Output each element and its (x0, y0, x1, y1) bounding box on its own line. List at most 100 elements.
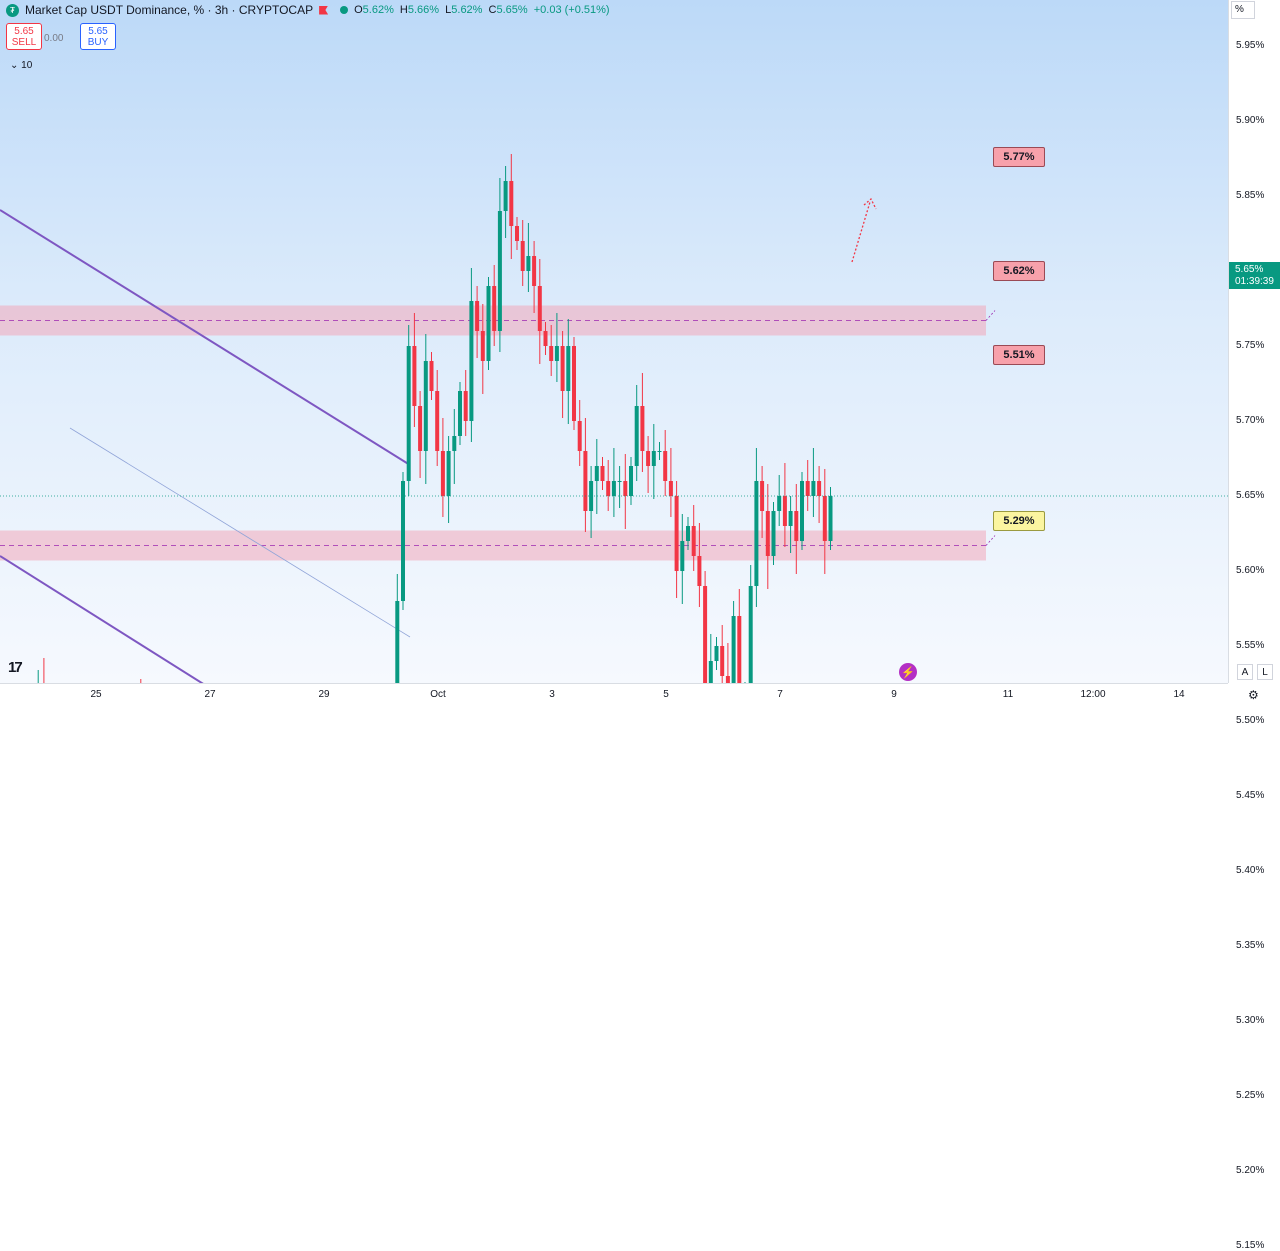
candle (572, 346, 576, 421)
price-tick: 5.35% (1236, 940, 1265, 951)
candle (703, 586, 708, 683)
price-tick: 5.90% (1236, 115, 1265, 126)
time-tick: Oct (430, 689, 446, 700)
price-tick: 5.40% (1236, 865, 1265, 876)
price-tick: 5.60% (1236, 565, 1265, 576)
candle (800, 481, 804, 541)
candle (520, 241, 525, 271)
candle (600, 466, 605, 481)
candle (668, 481, 673, 496)
candle (777, 496, 782, 511)
price-tick: 5.20% (1236, 1165, 1265, 1176)
zone-tag-5-77[interactable]: 5.77% (993, 147, 1045, 167)
chart-pane[interactable]: ₮ Market Cap USDT Dominance, % · 3h · CR… (0, 0, 1228, 683)
candle (543, 331, 548, 346)
buy-button[interactable]: 5.65 BUY (80, 23, 116, 50)
candle (469, 301, 474, 421)
spread-value: 0.00 (44, 33, 64, 44)
candle (429, 361, 434, 391)
zone-tag-5-62[interactable]: 5.62% (993, 261, 1045, 281)
candle (617, 481, 622, 482)
channel-mid-line (69, 427, 411, 638)
time-tick: 5 (663, 689, 669, 700)
candle (503, 181, 508, 211)
candle (794, 511, 799, 541)
change-value: +0.03 (+0.51%) (533, 4, 610, 16)
candle (737, 616, 742, 683)
projection-arrow (851, 201, 871, 263)
buy-price: 5.65 (88, 26, 108, 37)
candle (611, 481, 616, 496)
candle (805, 481, 810, 496)
zone-tag-5-51[interactable]: 5.51% (993, 345, 1045, 365)
candle (452, 436, 457, 451)
candle (680, 541, 685, 571)
buy-label: BUY (87, 37, 109, 48)
log-scale-button[interactable]: L (1257, 664, 1273, 680)
symbol-title[interactable]: Market Cap USDT Dominance, % · 3h · CRYP… (25, 3, 314, 17)
zone-tag-5-29[interactable]: 5.29% (993, 511, 1045, 531)
candle (788, 511, 793, 526)
candle (817, 481, 822, 496)
candle (412, 346, 417, 406)
candle (623, 481, 628, 496)
chart-header: ₮ Market Cap USDT Dominance, % · 3h · CR… (6, 2, 613, 18)
price-tick: 5.65% (1236, 490, 1265, 501)
candle (440, 451, 445, 496)
chart-canvas[interactable] (0, 0, 1228, 683)
price-tick: 5.45% (1236, 790, 1265, 801)
candle (811, 481, 816, 496)
candle (537, 286, 542, 331)
time-tick: 11 (1002, 689, 1014, 700)
candle (458, 391, 462, 436)
candle (532, 256, 537, 286)
tradingview-logo-icon[interactable]: 17 (8, 659, 23, 676)
candle (686, 526, 690, 541)
candle (646, 451, 651, 466)
auto-scale-button[interactable]: A (1237, 664, 1253, 680)
candle (594, 466, 599, 481)
indicator-count: 10 (21, 60, 33, 71)
chevron-down-icon: ⌄ (10, 60, 19, 71)
candle (515, 226, 519, 241)
time-tick: 29 (318, 689, 330, 700)
candle (771, 511, 776, 556)
price-tick: 5.70% (1236, 415, 1265, 426)
candle (828, 496, 833, 541)
flag-icon[interactable] (319, 5, 329, 15)
price-tick: 5.75% (1236, 340, 1265, 351)
indicators-toggle[interactable]: ⌄ 10 (10, 60, 32, 71)
high-value: 5.66% (407, 4, 440, 16)
time-axis[interactable]: 25 27 29 Oct 3 5 7 9 11 12:00 14 (0, 683, 1228, 706)
ohlc-readout: O5.62% H5.66% L5.62% C5.65% +0.03 (+0.51… (354, 4, 610, 16)
candle (526, 256, 531, 271)
candle (640, 406, 645, 451)
projection-arrowhead (863, 197, 877, 210)
sell-label: SELL (11, 37, 37, 48)
zone-connector-0 (985, 310, 996, 321)
channel-lower-line (0, 555, 204, 683)
time-tick: 3 (549, 689, 555, 700)
price-tick: 5.95% (1236, 40, 1265, 51)
price-axis[interactable]: 5.95%5.90%5.85%5.80%5.75%5.70%5.65%5.60%… (1228, 0, 1280, 1251)
unit-label[interactable]: % (1231, 1, 1255, 19)
channel-upper-line (0, 209, 411, 466)
candle (401, 481, 405, 601)
candle (492, 286, 497, 331)
price-tick: 5.25% (1236, 1090, 1265, 1101)
candle (720, 646, 725, 676)
price-tick: 5.55% (1236, 640, 1265, 651)
candle (480, 331, 485, 361)
candle (606, 481, 611, 496)
sell-button[interactable]: 5.65 SELL (6, 23, 42, 50)
candle (486, 286, 491, 361)
candle (418, 406, 423, 451)
time-tick: 27 (204, 689, 216, 700)
candle (566, 346, 571, 391)
lightning-icon[interactable]: ⚡ (899, 663, 917, 681)
candle (554, 346, 559, 361)
candle (663, 451, 668, 481)
candle (651, 451, 656, 466)
gear-icon[interactable]: ⚙ (1248, 688, 1259, 702)
candle (697, 556, 702, 586)
